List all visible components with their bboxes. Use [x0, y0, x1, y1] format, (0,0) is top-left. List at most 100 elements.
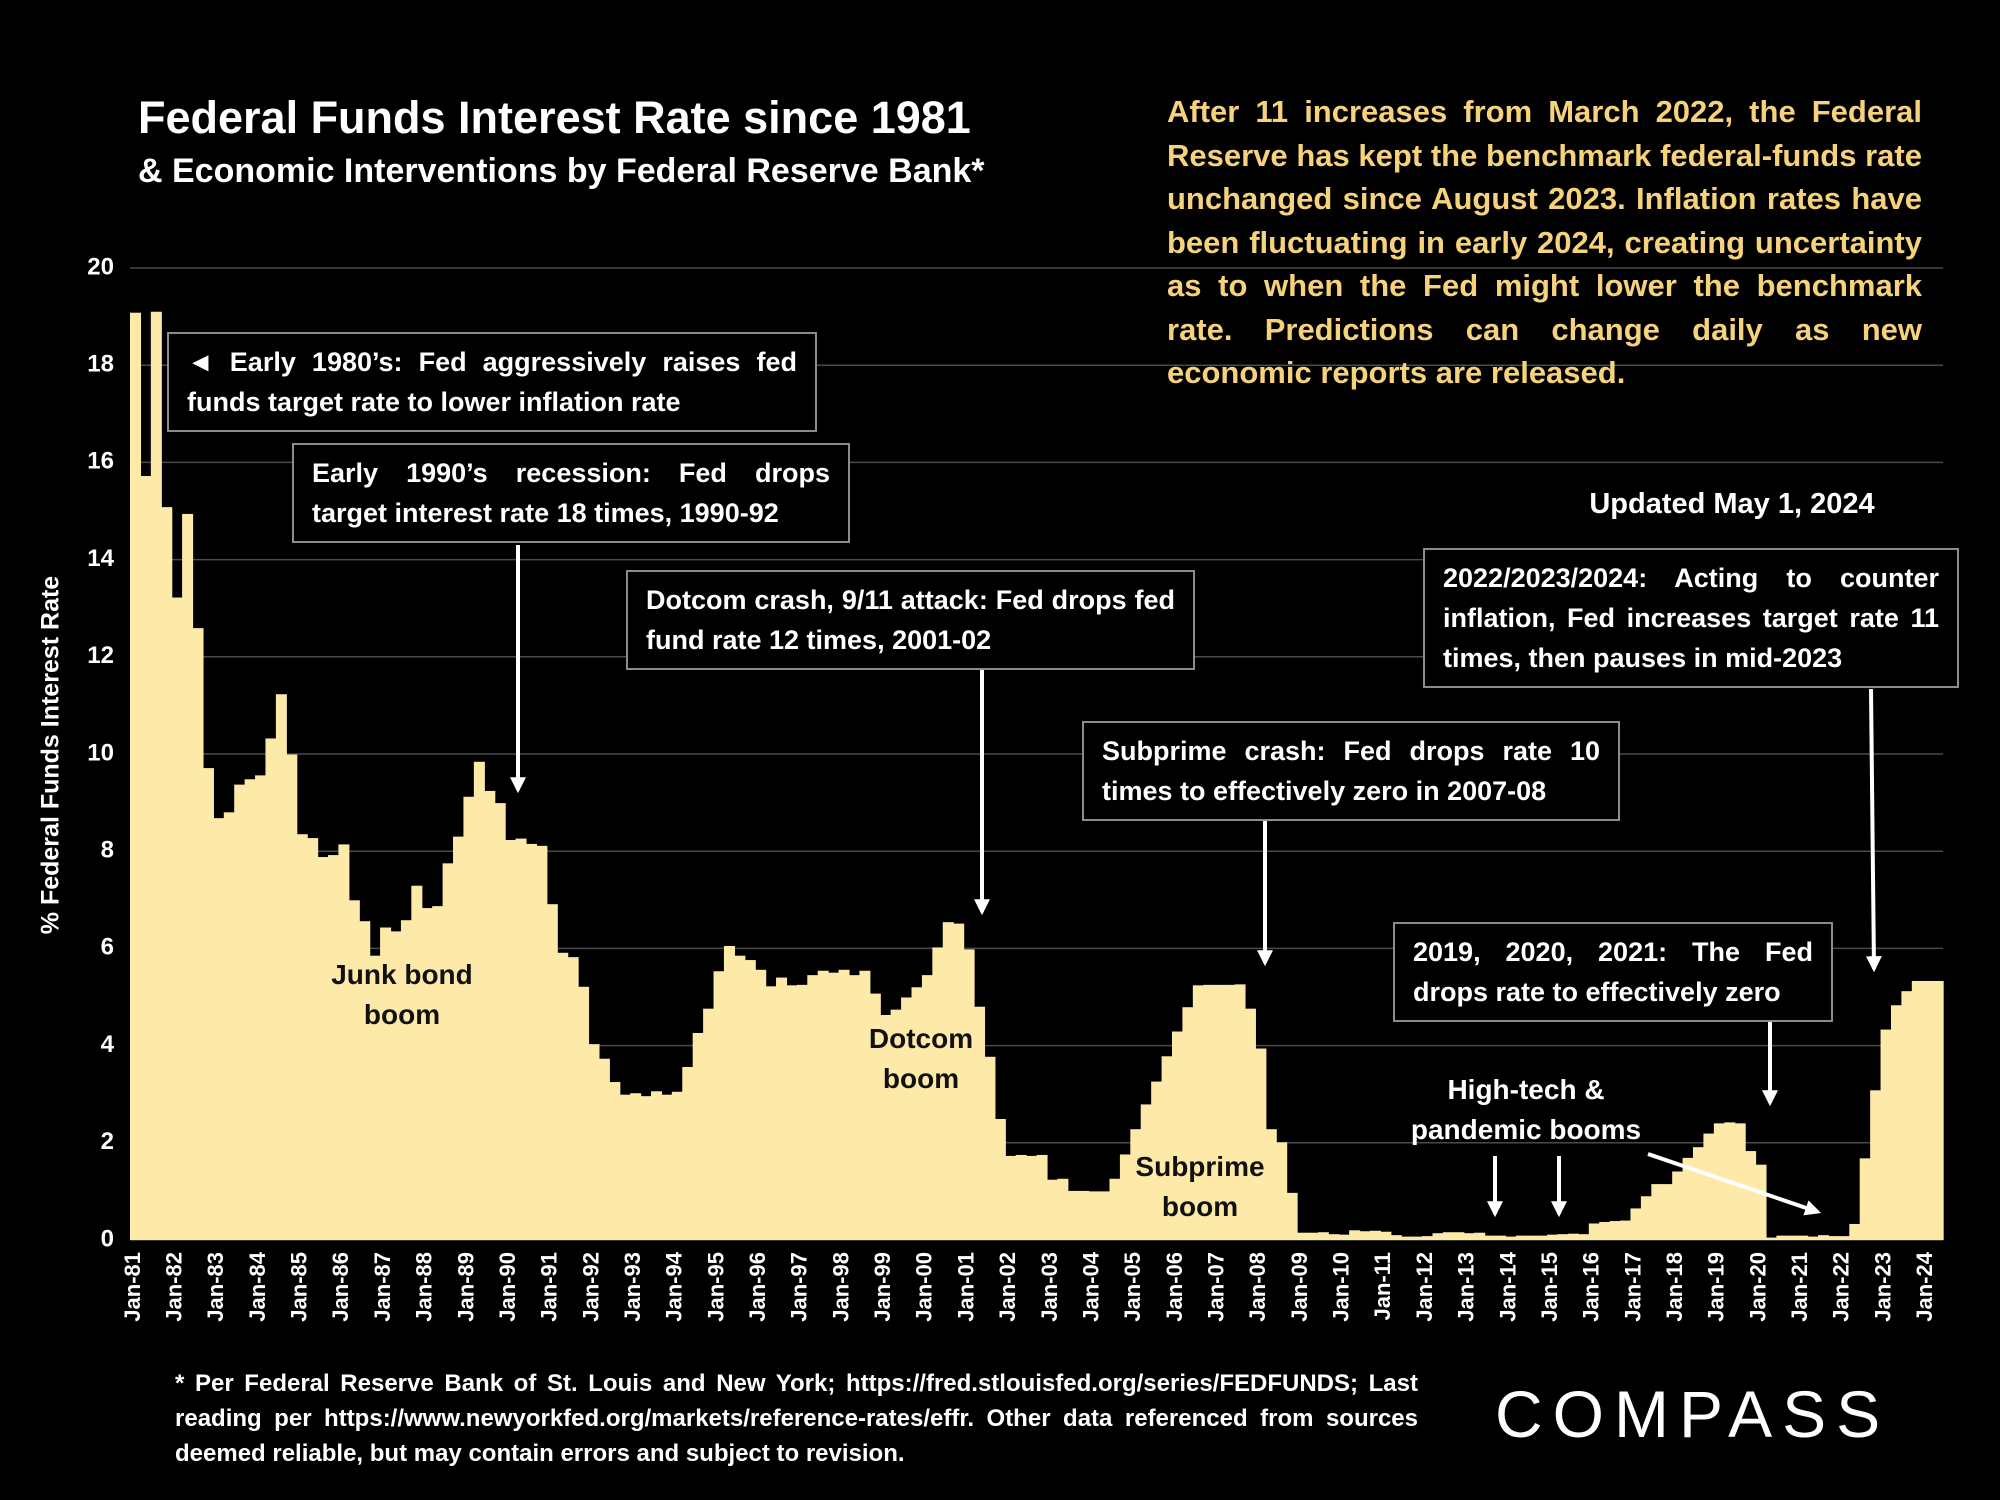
x-tick-label: Jan-16	[1579, 1252, 1604, 1322]
bar	[380, 927, 392, 1240]
bar	[713, 971, 725, 1240]
bar	[515, 838, 527, 1240]
bar	[255, 775, 267, 1240]
bar	[1265, 1129, 1277, 1240]
bar	[1828, 1236, 1840, 1240]
bar	[765, 986, 777, 1240]
bar	[1880, 1029, 1892, 1240]
bar	[1411, 1236, 1423, 1240]
x-tick-label: Jan-85	[287, 1252, 312, 1322]
bar	[723, 945, 735, 1240]
bar	[974, 1006, 986, 1240]
bar	[744, 960, 756, 1240]
bar	[1672, 1171, 1684, 1240]
bar	[411, 885, 423, 1240]
bar	[1297, 1232, 1309, 1240]
bar	[1890, 1005, 1902, 1240]
bar	[1359, 1231, 1371, 1240]
bar	[619, 1094, 631, 1240]
bar	[338, 844, 350, 1240]
bar	[1224, 984, 1236, 1240]
bar	[1505, 1236, 1517, 1240]
y-axis-label: % Federal Funds Interest Rate	[37, 576, 65, 935]
x-tick-label: Jan-84	[245, 1251, 270, 1321]
bar	[921, 975, 933, 1240]
bar	[505, 840, 517, 1240]
bar	[244, 779, 256, 1240]
bar	[1422, 1236, 1434, 1240]
x-tick-label: Jan-87	[370, 1252, 395, 1322]
bar	[1380, 1231, 1392, 1240]
bar	[1234, 984, 1246, 1240]
bar	[223, 812, 235, 1240]
bar	[400, 920, 412, 1240]
bar	[1390, 1235, 1402, 1240]
bar	[1130, 1129, 1142, 1240]
ticks: 0 2 4 6 8 10 12 14 16 18 20 Jan-81 Jan-82 Jan-83 Jan-8…	[87, 253, 1937, 1321]
bar	[963, 949, 975, 1240]
bar	[630, 1093, 642, 1240]
y-tick-label: 4	[101, 1031, 115, 1058]
bar	[1317, 1232, 1329, 1240]
bar	[1109, 1178, 1121, 1240]
bar	[942, 922, 954, 1240]
bar	[265, 738, 277, 1240]
bar	[848, 975, 860, 1240]
annotation: Early 1990’s recession: Fed drops target…	[292, 443, 850, 543]
bar	[1099, 1191, 1111, 1240]
bar	[1557, 1234, 1569, 1240]
bar	[776, 977, 788, 1240]
bar	[1599, 1222, 1611, 1240]
boom-label: Subprime boom	[1135, 1151, 1265, 1222]
bar	[1463, 1233, 1475, 1240]
bar	[1703, 1133, 1715, 1240]
x-tick-label: Jan-98	[828, 1252, 853, 1322]
x-tick-label: Jan-18	[1662, 1252, 1687, 1322]
note: After 11 increases from March 2022, the …	[1167, 94, 1922, 390]
bar	[484, 790, 496, 1240]
bar	[838, 969, 850, 1240]
bar	[932, 947, 944, 1240]
bar	[421, 908, 433, 1240]
bar	[525, 843, 537, 1240]
annotation: 2019, 2020, 2021: The Fed drops rate to …	[1393, 922, 1833, 1022]
bar	[1922, 980, 1934, 1240]
bar	[1151, 1081, 1163, 1240]
bar	[890, 1009, 902, 1240]
bar	[1328, 1234, 1340, 1240]
bar	[786, 985, 798, 1240]
bar	[390, 931, 402, 1240]
x-tick-label: Jan-10	[1329, 1252, 1354, 1322]
annotation: ◄ Early 1980’s: Fed aggressively raises …	[167, 332, 817, 432]
bar	[755, 969, 767, 1240]
x-tick-label: Jan-94	[662, 1251, 687, 1321]
bar	[1765, 1237, 1777, 1240]
bar	[1401, 1236, 1413, 1240]
y-tick-label: 16	[87, 448, 114, 475]
updated: Updated May 1, 2024	[1589, 488, 1875, 520]
annotation: Dotcom crash, 9/11 attack: Fed drops fed…	[626, 570, 1195, 670]
bar	[1192, 985, 1204, 1240]
bar	[286, 754, 298, 1240]
bar	[1203, 984, 1215, 1240]
bar	[1870, 1090, 1882, 1240]
bar	[1046, 1179, 1058, 1240]
x-tick-label: Jan-01	[953, 1252, 978, 1322]
bar	[703, 1008, 715, 1240]
bar	[1172, 1031, 1184, 1240]
x-tick-label: Jan-17	[1620, 1252, 1645, 1322]
bar	[1693, 1147, 1705, 1240]
boom-label: Dotcom boom	[868, 1023, 974, 1094]
bar	[192, 628, 204, 1240]
y-tick-label: 10	[87, 739, 114, 766]
bar	[453, 836, 465, 1240]
bar	[1213, 984, 1225, 1240]
bar	[1276, 1142, 1288, 1240]
y-tick-label: 14	[87, 545, 114, 572]
bar	[557, 952, 569, 1240]
bar	[859, 970, 871, 1240]
bar	[536, 845, 548, 1240]
bars	[130, 311, 1944, 1240]
bar	[296, 834, 308, 1240]
